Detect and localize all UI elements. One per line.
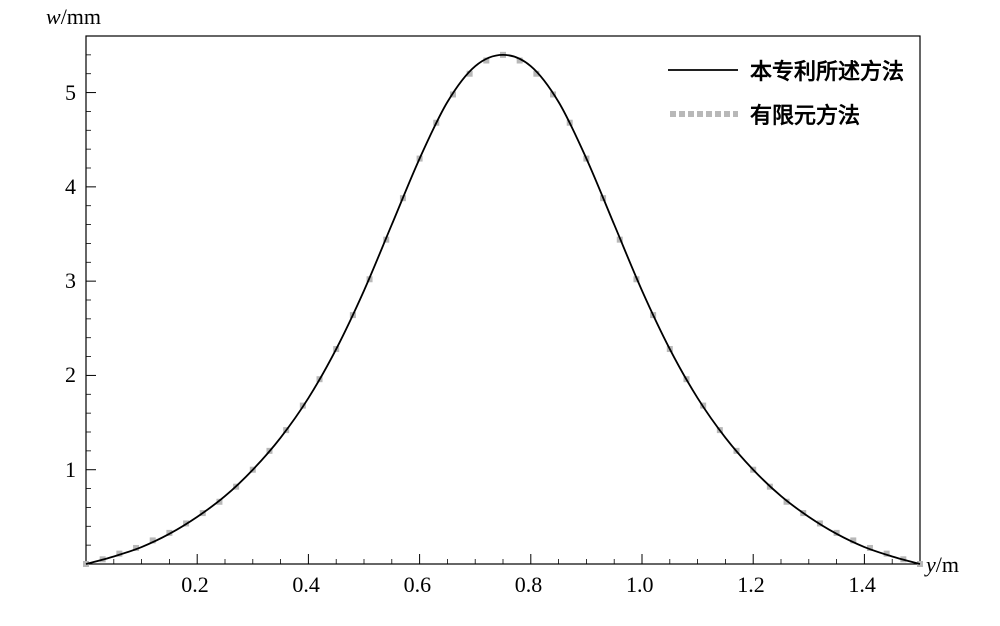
y-tick-label: 1: [65, 457, 76, 483]
y-tick-label: 3: [65, 268, 76, 294]
x-tick-label: 1.4: [848, 572, 876, 598]
x-axis-title: y/m: [926, 552, 959, 578]
x-tick-label: 0.2: [181, 572, 209, 598]
legend-label-fem: 有限元方法: [750, 98, 860, 130]
x-tick-label: 0.4: [292, 572, 320, 598]
x-axis-unit: /m: [936, 552, 959, 577]
y-axis-title: w/mm: [46, 4, 101, 30]
legend-swatch-line: [668, 60, 738, 80]
x-tick-label: 1.0: [626, 572, 654, 598]
legend-row-fem: 有限元方法: [668, 98, 904, 130]
x-tick-label: 0.8: [515, 572, 543, 598]
x-tick-label: 0.6: [404, 572, 432, 598]
legend-row-patent: 本专利所述方法: [668, 54, 904, 86]
x-tick-label: 1.2: [737, 572, 765, 598]
y-tick-label: 4: [65, 174, 76, 200]
x-axis-var: y: [926, 552, 936, 577]
legend-label-patent: 本专利所述方法: [750, 54, 904, 86]
legend-swatch-dots: [668, 104, 738, 124]
y-tick-label: 5: [65, 80, 76, 106]
y-axis-var: w: [46, 4, 61, 29]
y-axis-unit: /mm: [61, 4, 101, 29]
legend: 本专利所述方法 有限元方法: [668, 54, 904, 142]
y-tick-label: 2: [65, 362, 76, 388]
